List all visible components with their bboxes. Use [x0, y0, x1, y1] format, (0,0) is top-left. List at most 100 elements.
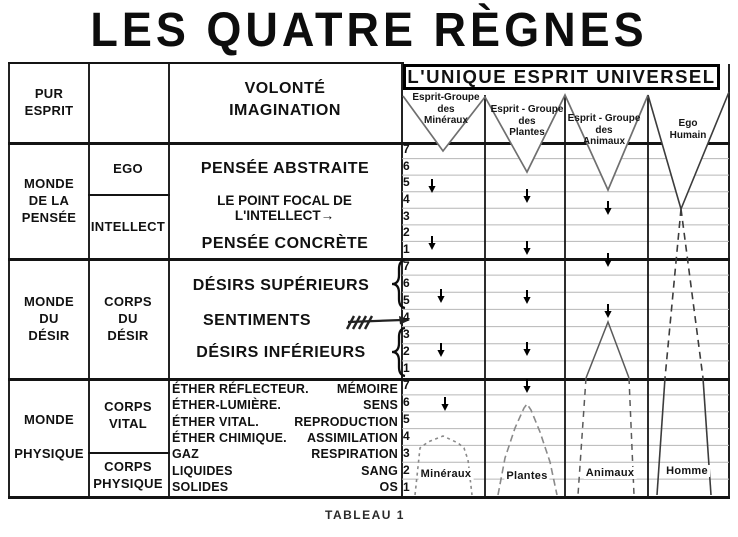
- table-left-border: [8, 62, 10, 499]
- ego-ray-solid: [680, 91, 730, 210]
- scale-number: 7: [403, 258, 410, 273]
- down-arrow-head: [523, 297, 531, 304]
- down-arrow-head: [437, 350, 445, 357]
- animaux-peak: [585, 319, 630, 379]
- down-arrow-head: [437, 296, 445, 303]
- chart-right-border: [728, 64, 730, 497]
- table-bottom-border: [8, 496, 730, 499]
- scale-number: 5: [403, 175, 410, 190]
- kingdom-label: Plantes: [504, 470, 550, 482]
- corps-desir-label: CORPS DU DÉSIR: [104, 293, 152, 343]
- scale-number: 1: [403, 241, 410, 256]
- ego-ray-solid: [702, 377, 712, 496]
- grouping-brace: [391, 326, 406, 378]
- text-pensee-concrete: PENSÉE CONCRÈTE: [201, 235, 369, 252]
- table-col2-divider: [168, 62, 170, 497]
- esprit-group-label: Esprit - Groupe des Plantes: [490, 104, 564, 138]
- cell-corps-vital: CORPS VITAL: [90, 381, 166, 449]
- spirit-funnel-fill: [565, 92, 648, 190]
- kingdom-label: Minéraux: [418, 468, 474, 480]
- scale-number: 5: [403, 292, 410, 307]
- scale-number: 3: [403, 445, 410, 460]
- ego-ray-dashed: [664, 208, 682, 379]
- down-arrow-head: [523, 349, 531, 356]
- ego-label: EGO: [113, 161, 143, 176]
- scale-number: 7: [403, 142, 410, 157]
- scale-number: 3: [403, 327, 410, 342]
- scale-number: 4: [403, 192, 410, 206]
- text-desirs-superieurs: DÉSIRS SUPÉRIEURS: [192, 277, 370, 294]
- kingdom-label: Animaux: [583, 467, 637, 479]
- cell-ego: EGO: [90, 145, 166, 192]
- ether-row: ÉTHER CHIMIQUE. ASSIMILATION: [172, 430, 398, 445]
- corps-physique-label: CORPS PHYSIQUE: [93, 458, 163, 491]
- spirit-funnel-fill: [648, 92, 729, 209]
- scale-number: 3: [403, 208, 410, 223]
- sentiments-arrow-feather: [351, 315, 362, 330]
- animaux-leg-dashed: [577, 377, 587, 496]
- universal-spirit-header: L'UNIQUE ESPRIT UNIVERSEL: [403, 64, 720, 90]
- down-arrow-head: [604, 260, 612, 267]
- scale-number: 2: [403, 344, 410, 359]
- esprit-group-label: Esprit-Groupe des Minéraux: [412, 92, 480, 126]
- kingdom-label: Homme: [664, 465, 710, 477]
- spirit-funnel-fill: [403, 92, 485, 151]
- scale-number: 4: [403, 310, 410, 324]
- sentiments-arrow-feather: [357, 315, 368, 330]
- table-col1-divider: [88, 62, 90, 497]
- mineraux-mound: [414, 435, 473, 496]
- ego-ray-dashed: [680, 208, 704, 379]
- scale-number: 6: [403, 395, 410, 410]
- text-point-focal: LE POINT FOCAL DE L'INTELLECT→: [217, 193, 352, 223]
- row-divider-physique: [8, 378, 730, 381]
- spirit-funnel-fill: [485, 92, 565, 172]
- ether-row: GAZ RESPIRATION: [172, 447, 398, 462]
- animaux-leg-dashed: [628, 377, 635, 496]
- text-pensee-abstraite: PENSÉE ABSTRAITE: [200, 160, 370, 177]
- down-arrow-head: [428, 186, 436, 193]
- vital-physique-divider: [88, 452, 170, 454]
- cell-monde-pensee: MONDE DE LA PENSÉE: [10, 145, 88, 255]
- pur-esprit-label: PUR ESPRIT: [24, 86, 74, 118]
- ether-row: LIQUIDES SANG: [172, 463, 398, 478]
- monde-desir-label: MONDE DU DÉSIR: [24, 293, 74, 343]
- page-title: LES QUATRE RÈGNES: [90, 1, 648, 57]
- scale-number: 5: [403, 412, 410, 427]
- ether-row: ÉTHER-LUMIÈRE. SENS: [172, 398, 398, 413]
- text-sentiments: SENTIMENTS: [202, 312, 312, 329]
- scale-number: 6: [403, 158, 410, 173]
- esprit-group-label: Ego Humain: [669, 118, 707, 141]
- cell-pur-esprit: PUR ESPRIT: [10, 64, 88, 140]
- ego-intellect-divider: [88, 194, 170, 196]
- down-arrow-head: [441, 404, 449, 411]
- cell-monde-physique: MONDE PHYSIQUE: [10, 381, 88, 493]
- cell-corps-desir: CORPS DU DÉSIR: [90, 261, 166, 375]
- scale-number: 2: [403, 462, 410, 477]
- sentiments-arrow-feather: [345, 315, 356, 330]
- plantes-mound: [497, 402, 558, 496]
- down-arrow-head: [428, 243, 436, 250]
- down-arrow-head: [604, 311, 612, 318]
- scale-number: 2: [403, 225, 410, 240]
- cell-corps-physique: CORPS PHYSIQUE: [90, 455, 166, 494]
- down-arrow-head: [523, 196, 531, 203]
- ether-row: ÉTHER VITAL. REPRODUCTION: [172, 414, 398, 429]
- scale-number: 1: [403, 361, 410, 376]
- cell-volonte-imagination: VOLONTÉ IMAGINATION: [170, 64, 400, 136]
- esprit-group-label: Esprit - Groupe des Animaux: [567, 113, 641, 147]
- spirit-funnel-outline: [402, 93, 649, 193]
- monde-pensee-label: MONDE DE LA PENSÉE: [21, 175, 77, 225]
- universal-spirit-title: L'UNIQUE ESPRIT UNIVERSEL: [407, 66, 716, 87]
- intellect-label: INTELLECT: [90, 218, 166, 234]
- cell-intellect: INTELLECT: [90, 197, 166, 255]
- corps-vital-label: CORPS VITAL: [104, 399, 152, 431]
- scale-number: 6: [403, 275, 410, 290]
- scale-number: 4: [403, 429, 410, 443]
- scale-number: 7: [403, 378, 410, 393]
- row-divider-pensee: [8, 142, 730, 145]
- row-divider-desir: [8, 258, 730, 261]
- sentiments-arrow-head: [399, 316, 410, 325]
- table-chart-divider: [401, 62, 403, 497]
